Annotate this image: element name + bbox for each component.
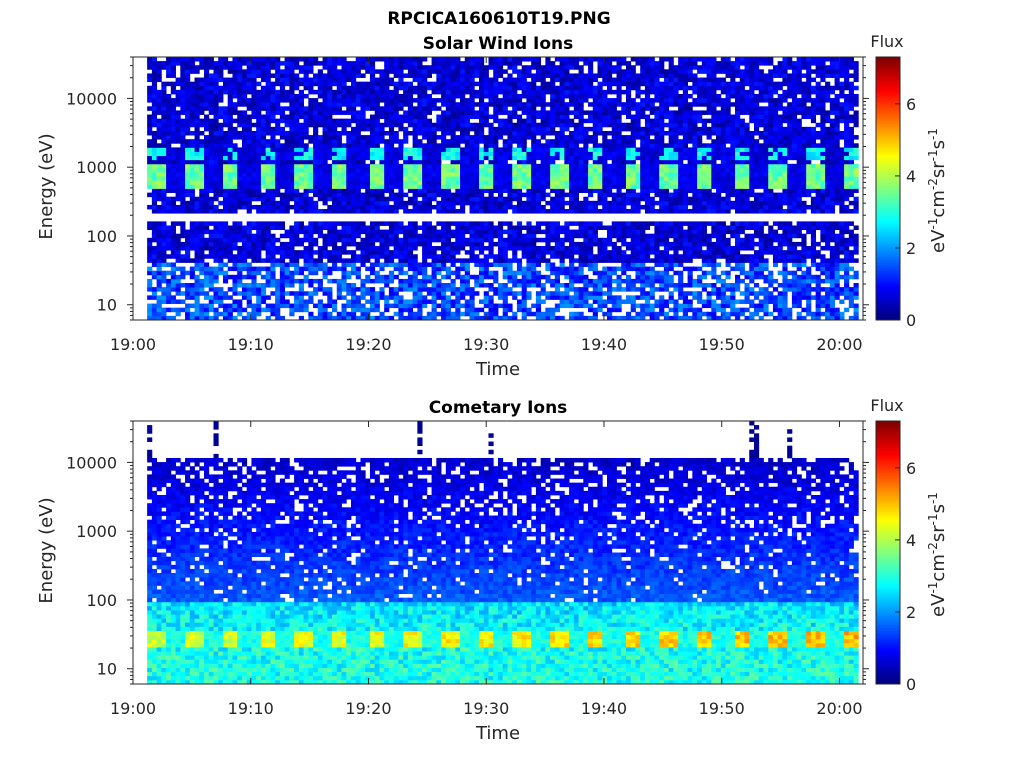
y-tick-label: 1000 xyxy=(76,158,117,177)
y-tick-label: 10 xyxy=(97,660,117,679)
colorbar-tick-label: 6 xyxy=(906,95,916,114)
x-tick-label: 19:30 xyxy=(463,335,509,354)
colorbar-tick-label: 6 xyxy=(906,459,916,478)
figure-title: RPCICA160610T19.PNG xyxy=(387,9,610,29)
colorbar-tick-label: 4 xyxy=(906,531,916,550)
x-tick-label: 19:10 xyxy=(228,699,274,718)
x-axis-label: Time xyxy=(475,359,520,380)
x-tick-label: 19:10 xyxy=(228,335,274,354)
y-tick-label: 100 xyxy=(86,227,117,246)
plot-frame xyxy=(132,420,864,685)
colorbar: 0 2 4 6 Flux eV-1cm-2sr-1s-1 xyxy=(870,396,949,694)
y-tick-label: 10000 xyxy=(66,453,117,472)
x-tick-label: 20:00 xyxy=(816,335,862,354)
colorbar-title: Flux xyxy=(870,32,903,51)
y-tick-label: 10 xyxy=(97,296,117,315)
x-axis-label: Time xyxy=(475,723,520,744)
panel-solar-wind: Solar Wind Ions 19:00 19:10 19:20 19:30 19:40… xyxy=(36,32,949,380)
spectrogram-cells xyxy=(147,421,859,685)
spectrogram-cells xyxy=(147,57,859,321)
x-tick-label: 19:20 xyxy=(345,335,391,354)
x-tick-label: 19:00 xyxy=(110,335,156,354)
x-tick-label: 19:20 xyxy=(345,699,391,718)
x-tick-label: 19:30 xyxy=(463,699,509,718)
colorbar-title: Flux xyxy=(870,396,903,415)
panel-title: Solar Wind Ions xyxy=(423,34,574,54)
colorbar-frame xyxy=(875,420,901,685)
x-tick-label: 19:50 xyxy=(699,699,745,718)
x-tick-label: 19:40 xyxy=(581,699,627,718)
colorbar-label: eV-1cm-2sr-1s-1 xyxy=(926,128,949,253)
colorbar-tick-label: 2 xyxy=(906,239,916,258)
panel-cometary: Cometary Ions 19:00 19:10 19:20 19:30 19:40 19… xyxy=(36,396,949,744)
colorbar-tick-label: 0 xyxy=(906,675,916,694)
y-tick-label: 10000 xyxy=(66,89,117,108)
x-tick-label: 19:00 xyxy=(110,699,156,718)
panel-title: Cometary Ions xyxy=(429,398,568,418)
colorbar-tick-label: 0 xyxy=(906,311,916,330)
plot-frame xyxy=(132,56,864,321)
colorbar: 0 2 4 6 Flux eV-1cm-2sr-1s-1 xyxy=(870,32,949,330)
y-tick-label: 100 xyxy=(86,591,117,610)
colorbar-label: eV-1cm-2sr-1s-1 xyxy=(926,492,949,617)
colorbar-tick-label: 4 xyxy=(906,167,916,186)
x-tick-label: 19:50 xyxy=(699,335,745,354)
x-tick-label: 20:00 xyxy=(816,699,862,718)
colorbar-frame xyxy=(875,56,901,321)
y-axis-label: Energy (eV) xyxy=(36,133,57,239)
x-tick-label: 19:40 xyxy=(581,335,627,354)
y-axis-label: Energy (eV) xyxy=(36,497,57,603)
colorbar-tick-label: 2 xyxy=(906,603,916,622)
y-tick-label: 1000 xyxy=(76,522,117,541)
